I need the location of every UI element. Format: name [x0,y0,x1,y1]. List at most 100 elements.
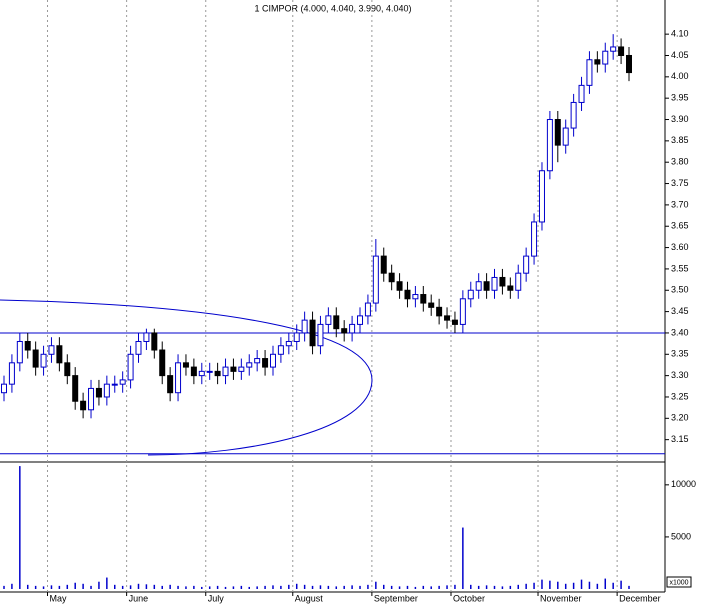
candle-body [562,127,569,146]
chart-title: 1 CIMPOR (4.000, 4.040, 3.990, 4.040) [254,3,411,13]
y-tick-label: 4.00 [671,71,689,81]
candle-body [269,353,276,368]
y-tick-label: 3.40 [671,327,689,337]
candle-body [293,332,300,342]
candle-body [341,328,348,334]
candle-body [436,306,443,317]
y-tick-label: 3.95 [671,93,689,103]
candle-body [333,315,340,330]
candle-body [618,46,625,56]
candle-body [40,353,47,368]
volume-tick-label: 10000 [671,479,696,489]
candle-body [491,276,498,291]
candle-body [420,294,427,304]
candle-body [16,340,23,364]
candle-body [190,366,197,377]
unit-box [666,576,692,588]
candle-body [135,340,142,355]
candle-body [451,319,458,325]
candle-body [103,383,110,398]
y-tick-label: 3.85 [671,135,689,145]
y-tick-label: 3.50 [671,285,689,295]
y-tick-label: 4.10 [671,29,689,39]
candle-body [285,340,292,347]
candle-body [380,255,387,274]
candle-body [570,101,577,129]
candle-body [594,59,601,65]
candle-body [546,119,553,172]
volume-unit: x1000 [669,579,688,586]
candle-body [428,302,435,308]
ellipse-drawing [0,299,373,456]
candle-body [119,379,126,385]
candle-body [602,50,609,65]
x-tick-label: November [540,593,582,603]
candle-body [48,345,55,355]
y-tick-label: 4.05 [671,50,689,60]
candle-body [507,285,514,291]
x-tick-label: May [50,593,68,603]
candle-body [111,383,118,386]
candle-body [483,281,490,291]
candle-body [444,315,451,321]
candle-body [325,315,332,325]
candle-body [475,281,482,291]
candle-body [238,366,245,372]
candle-body [198,370,205,377]
candle-body [246,362,253,368]
candle-body [254,358,261,364]
y-tick-label: 3.35 [671,349,689,359]
candle-body [499,276,506,287]
x-tick-label: December [619,593,661,603]
x-tick-label: June [129,593,149,603]
y-tick-label: 3.15 [671,434,689,444]
candle-body [262,358,269,368]
candle-body [206,370,213,373]
candle-body [72,375,79,402]
candle-body [230,366,237,372]
candle-body [515,272,522,291]
candle-body [301,319,308,334]
candle-body [538,170,545,223]
candle-body [388,272,395,283]
candle-body [412,294,419,300]
y-tick-label: 3.90 [671,114,689,124]
candle-body [159,349,166,377]
candle-body [8,362,15,385]
candle-body [167,375,174,394]
candle-body [24,340,31,351]
x-tick-label: July [208,593,225,603]
y-tick-label: 3.75 [671,178,689,188]
candle-body [317,323,324,347]
candle-body [404,289,411,300]
candle-body [554,119,561,146]
candle-body [1,383,7,394]
candle-body [127,353,134,381]
candle-body [32,349,39,368]
candle-body [222,366,229,377]
candle-body [459,298,466,325]
x-tick-label: September [374,593,418,603]
y-tick-label: 3.25 [671,391,689,401]
candle-body [175,362,182,394]
volume-tick-label: 5000 [671,531,691,541]
candle-body [277,345,284,355]
candle-body [214,370,221,377]
y-tick-label: 3.80 [671,157,689,167]
candle-body [372,255,379,304]
y-tick-label: 3.30 [671,370,689,380]
x-tick-label: August [295,593,324,603]
y-tick-label: 3.55 [671,263,689,273]
candle-body [396,281,403,291]
y-tick-label: 3.60 [671,242,689,252]
candle-body [64,362,71,377]
candle-body [610,46,617,52]
y-tick-label: 3.45 [671,306,689,316]
y-tick-label: 3.20 [671,413,689,423]
candle-body [578,84,585,103]
candle-body [80,400,87,411]
candle-body [357,315,364,325]
